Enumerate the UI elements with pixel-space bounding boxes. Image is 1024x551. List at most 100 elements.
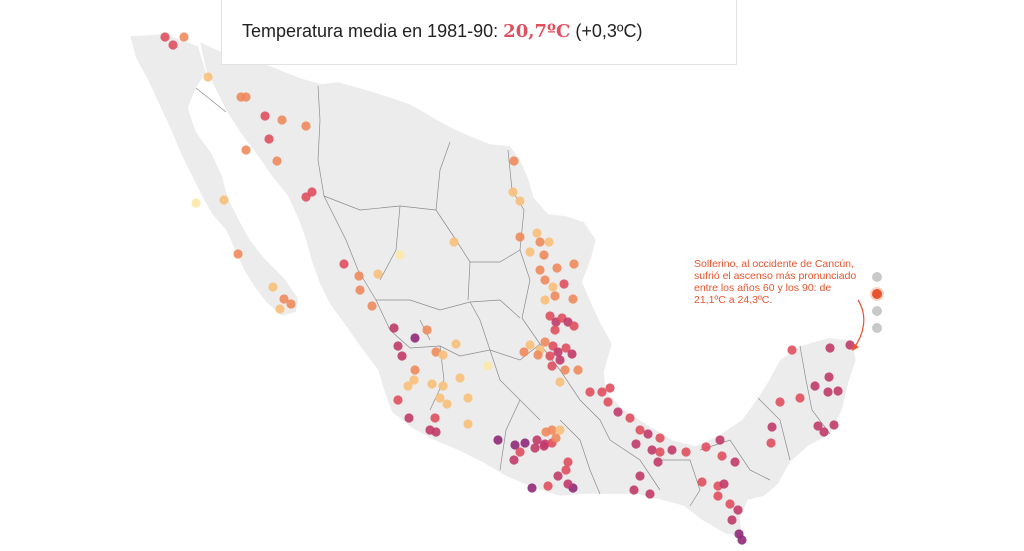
station-dot[interactable] (463, 393, 473, 403)
station-dot[interactable] (493, 435, 503, 445)
step-dot-4[interactable] (872, 323, 882, 333)
station-dot[interactable] (555, 425, 565, 435)
station-dot[interactable] (550, 325, 560, 335)
station-dot[interactable] (555, 355, 565, 365)
station-dot[interactable] (268, 282, 278, 292)
station-dot[interactable] (525, 340, 535, 350)
station-dot[interactable] (277, 115, 287, 125)
station-dot[interactable] (647, 445, 657, 455)
station-dot[interactable] (635, 471, 645, 481)
station-dot[interactable] (631, 439, 641, 449)
station-dot[interactable] (548, 282, 558, 292)
station-dot[interactable] (824, 372, 834, 382)
station-dot[interactable] (438, 381, 448, 391)
station-dot[interactable] (455, 373, 465, 383)
station-dot[interactable] (431, 347, 441, 357)
station-dot[interactable] (179, 32, 189, 42)
station-dot[interactable] (597, 387, 607, 397)
station-dot[interactable] (241, 145, 251, 155)
station-dot[interactable] (520, 438, 530, 448)
station-dot[interactable] (532, 435, 542, 445)
station-dot[interactable] (585, 387, 595, 397)
station-dot[interactable] (409, 375, 419, 385)
station-dot[interactable] (389, 323, 399, 333)
station-dot[interactable] (354, 271, 364, 281)
station-dot[interactable] (168, 40, 178, 50)
station-dot[interactable] (393, 341, 403, 351)
station-dot[interactable] (260, 111, 270, 121)
station-dot[interactable] (629, 485, 639, 495)
station-dot[interactable] (535, 265, 545, 275)
station-dot[interactable] (527, 483, 537, 493)
station-dot[interactable] (543, 481, 553, 491)
station-dot[interactable] (775, 397, 785, 407)
station-dot[interactable] (829, 420, 839, 430)
station-dot[interactable] (655, 447, 665, 457)
station-dot[interactable] (667, 445, 677, 455)
station-dot[interactable] (540, 337, 550, 347)
station-dot[interactable] (545, 311, 555, 321)
station-dot[interactable] (810, 381, 820, 391)
station-dot[interactable] (241, 92, 251, 102)
station-dot[interactable] (845, 340, 855, 350)
station-dot[interactable] (555, 377, 565, 387)
station-dot[interactable] (301, 192, 311, 202)
station-dot[interactable] (515, 447, 525, 457)
station-dot[interactable] (519, 347, 529, 357)
station-dot[interactable] (403, 381, 413, 391)
station-dot[interactable] (766, 438, 776, 448)
station-dot[interactable] (643, 429, 653, 439)
station-dot[interactable] (561, 465, 571, 475)
station-dot[interactable] (430, 413, 440, 423)
station-dot[interactable] (339, 259, 349, 269)
station-dot[interactable] (681, 447, 691, 457)
station-dot[interactable] (653, 457, 663, 467)
station-dot[interactable] (561, 343, 571, 353)
station-dot[interactable] (508, 187, 518, 197)
station-dot[interactable] (191, 198, 201, 208)
station-dot[interactable] (795, 393, 805, 403)
station-dot[interactable] (767, 422, 777, 432)
station-dot[interactable] (530, 443, 540, 453)
station-dot[interactable] (286, 299, 296, 309)
station-dot[interactable] (551, 433, 561, 443)
station-dot[interactable] (719, 479, 729, 489)
station-dot[interactable] (510, 440, 520, 450)
step-dot-1[interactable] (872, 272, 882, 282)
station-dot[interactable] (737, 535, 747, 545)
station-dot[interactable] (730, 457, 740, 467)
station-dot[interactable] (563, 457, 573, 467)
station-dot[interactable] (540, 295, 550, 305)
station-dot[interactable] (509, 455, 519, 465)
station-dot[interactable] (233, 249, 243, 259)
station-dot[interactable] (544, 237, 554, 247)
station-dot[interactable] (203, 72, 213, 82)
station-dot[interactable] (525, 247, 535, 257)
station-dot[interactable] (813, 421, 823, 431)
station-dot[interactable] (463, 419, 473, 429)
station-dot[interactable] (715, 435, 725, 445)
station-dot[interactable] (545, 351, 555, 361)
station-dot[interactable] (569, 321, 579, 331)
station-dot[interactable] (397, 351, 407, 361)
station-dot[interactable] (553, 347, 563, 357)
station-dot[interactable] (603, 397, 613, 407)
station-dot[interactable] (532, 228, 542, 238)
station-dot[interactable] (553, 471, 563, 481)
station-dot[interactable] (569, 259, 579, 269)
step-dot-3[interactable] (872, 306, 882, 316)
station-dot[interactable] (567, 349, 577, 359)
station-dot[interactable] (713, 491, 723, 501)
station-dot[interactable] (422, 325, 432, 335)
station-dot[interactable] (410, 333, 420, 343)
station-dot[interactable] (509, 156, 519, 166)
station-dot[interactable] (568, 294, 578, 304)
step-dot-2[interactable] (872, 289, 882, 299)
station-dot[interactable] (427, 379, 437, 389)
station-dot[interactable] (442, 399, 452, 409)
station-dot[interactable] (552, 263, 562, 273)
station-dot[interactable] (515, 196, 525, 206)
station-dot[interactable] (539, 441, 549, 451)
station-dot[interactable] (655, 433, 665, 443)
station-dot[interactable] (438, 350, 448, 360)
